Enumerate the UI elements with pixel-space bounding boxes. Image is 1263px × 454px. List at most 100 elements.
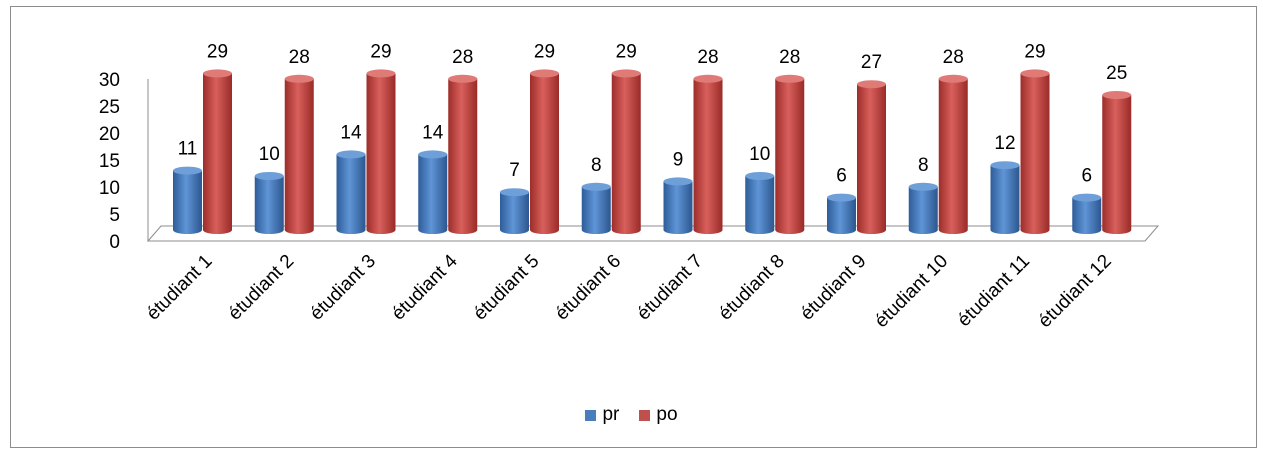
bar-body [908, 186, 938, 234]
bar-po-6 [611, 69, 641, 235]
y-tick-label: 30 [99, 70, 120, 91]
bar-top [500, 188, 529, 197]
data-label-po: 29 [616, 41, 637, 62]
data-label-pr: 7 [509, 160, 520, 181]
bar-top [908, 182, 938, 191]
legend-entry-po: po [639, 404, 678, 426]
data-label-po: 27 [861, 52, 882, 73]
y-tick-label: 5 [109, 205, 120, 226]
bar-body [336, 154, 366, 234]
legend: pr po [0, 404, 1263, 426]
bar-body [990, 165, 1020, 234]
bar-po-4 [448, 74, 478, 234]
bar-po-3 [366, 69, 396, 235]
bar-body [530, 73, 559, 235]
bar-pr-10 [908, 182, 938, 234]
y-tick-label: 0 [109, 232, 120, 253]
bar-pr-5 [500, 188, 529, 234]
bar-top [203, 69, 232, 78]
data-label-po: 29 [1024, 41, 1045, 62]
bar-pr-7 [663, 177, 693, 234]
bar-po-5 [530, 69, 559, 235]
y-tick-label: 25 [99, 97, 120, 118]
bar-po-8 [775, 74, 805, 234]
bar-body [827, 197, 856, 234]
bar-top [1020, 69, 1050, 78]
data-label-pr: 6 [836, 166, 847, 187]
bar-top [611, 69, 641, 78]
bar-pr-3 [336, 150, 366, 234]
bar-top [1102, 91, 1132, 99]
y-tick-label: 20 [99, 124, 120, 145]
data-label-pr: 6 [1081, 166, 1092, 187]
bar-body [284, 78, 314, 234]
data-label-po: 29 [534, 41, 555, 62]
data-label-po: 25 [1106, 63, 1127, 84]
bar-pr-1 [173, 166, 202, 234]
bar-po-1 [203, 69, 232, 235]
bar-pr-8 [745, 172, 775, 234]
data-label-po: 28 [779, 47, 800, 68]
legend-swatch-pr [585, 409, 597, 421]
bar-po-12 [1102, 91, 1132, 234]
data-label-po: 28 [697, 47, 718, 68]
bar-po-9 [857, 80, 886, 234]
chart-floor [146, 225, 1160, 242]
bar-top [366, 69, 396, 78]
bar-top [254, 172, 284, 180]
bar-pr-6 [581, 182, 611, 234]
x-tick-label: étudiant 5 [470, 251, 544, 325]
bar-top [581, 182, 611, 191]
data-label-pr: 11 [178, 139, 198, 160]
bar-top [336, 150, 366, 159]
x-tick-label: étudiant 2 [224, 251, 298, 325]
bar-body [173, 170, 202, 234]
data-label-po: 28 [943, 47, 964, 68]
data-label-po: 28 [289, 47, 310, 68]
data-label-po: 28 [452, 47, 473, 68]
bar-top [284, 74, 314, 83]
data-label-pr: 8 [918, 155, 929, 176]
bar-po-7 [693, 74, 723, 234]
bar-top [990, 161, 1020, 170]
bar-po-2 [284, 74, 314, 234]
data-label-pr: 14 [340, 122, 362, 143]
bar-top [938, 74, 968, 83]
bar-top [857, 80, 886, 89]
bar-top [693, 74, 723, 83]
bar-pr-4 [418, 150, 448, 234]
bars [173, 69, 1132, 235]
bar-body [1020, 73, 1050, 235]
x-tick-label: étudiant 4 [388, 250, 462, 324]
data-label-po: 29 [207, 41, 228, 62]
bar-top [418, 150, 448, 159]
bar-body [418, 154, 448, 234]
bar-pr-9 [827, 193, 856, 234]
bar-body [366, 73, 396, 235]
x-tick-label: étudiant 12 [1034, 251, 1115, 332]
x-tick-label: étudiant 7 [633, 251, 707, 325]
bar-body [663, 181, 693, 234]
bar-top [530, 69, 559, 78]
bar-body [1102, 95, 1132, 234]
data-label-po: 29 [370, 41, 391, 62]
x-tick-label: étudiant 8 [715, 251, 789, 325]
bar-top [448, 74, 478, 83]
data-label-pr: 9 [673, 149, 684, 170]
bar-body [448, 78, 478, 234]
x-tick-label: étudiant 9 [797, 251, 871, 325]
y-tick-label: 15 [99, 151, 120, 172]
bar-body [500, 192, 529, 234]
x-tick-label: étudiant 3 [306, 251, 380, 325]
legend-label-pr: pr [602, 404, 620, 425]
data-label-pr: 8 [591, 155, 602, 176]
x-tick-label: étudiant 10 [871, 251, 952, 332]
bar-pr-12 [1072, 193, 1102, 234]
bar-po-10 [938, 74, 968, 234]
bar-body [1072, 197, 1102, 234]
x-tick-label: étudiant 6 [551, 251, 625, 325]
legend-entry-pr: pr [585, 404, 619, 426]
axes [146, 79, 1160, 242]
y-tick-label: 10 [99, 178, 120, 199]
